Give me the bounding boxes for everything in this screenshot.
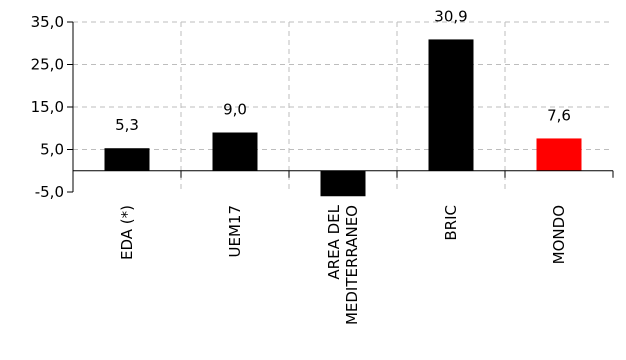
x-tick-label-line: MEDITERRANEO	[343, 205, 361, 325]
y-tick-label: 15,0	[31, 98, 64, 116]
bar	[428, 39, 474, 171]
x-tick-label-line: UEM17	[226, 205, 244, 258]
x-tick-label-line: BRIC	[442, 205, 460, 241]
bar	[212, 132, 258, 171]
x-tick-label-line: MONDO	[550, 205, 568, 264]
y-tick-label: -5,0	[35, 183, 64, 201]
bar	[320, 170, 366, 197]
x-tick-label: AREA DELMEDITERRANEO	[325, 204, 361, 325]
data-label: 30,9	[434, 7, 467, 25]
x-tick-label: EDA (*)	[118, 205, 136, 260]
axes	[67, 21, 614, 193]
x-tick-label-line: EDA (*)	[118, 205, 136, 260]
data-label: 7,6	[547, 106, 571, 124]
x-tick-label-line: AREA DEL	[325, 204, 343, 279]
x-tick-labels: EDA (*) UEM17 AREA DELMEDITERRANEO BRIC MOND…	[118, 204, 568, 325]
bar	[104, 148, 150, 171]
x-tick-label: BRIC	[442, 205, 460, 241]
x-tick-label: UEM17	[226, 205, 244, 258]
grid-lines	[73, 21, 613, 192]
data-label: 5,3	[115, 116, 139, 134]
bars	[104, 39, 582, 197]
data-labels: 5,3 9,0 30,9 7,6	[115, 7, 571, 134]
y-tick-label: 5,0	[40, 141, 64, 159]
y-tick-label: 35,0	[31, 13, 64, 31]
bar	[536, 138, 582, 171]
y-tick-label: 25,0	[31, 56, 64, 74]
y-tick-labels: -5,0 5,0 15,0 25,0 35,0	[31, 13, 64, 201]
data-label: 9,0	[223, 101, 247, 119]
x-tick-label: MONDO	[550, 205, 568, 264]
